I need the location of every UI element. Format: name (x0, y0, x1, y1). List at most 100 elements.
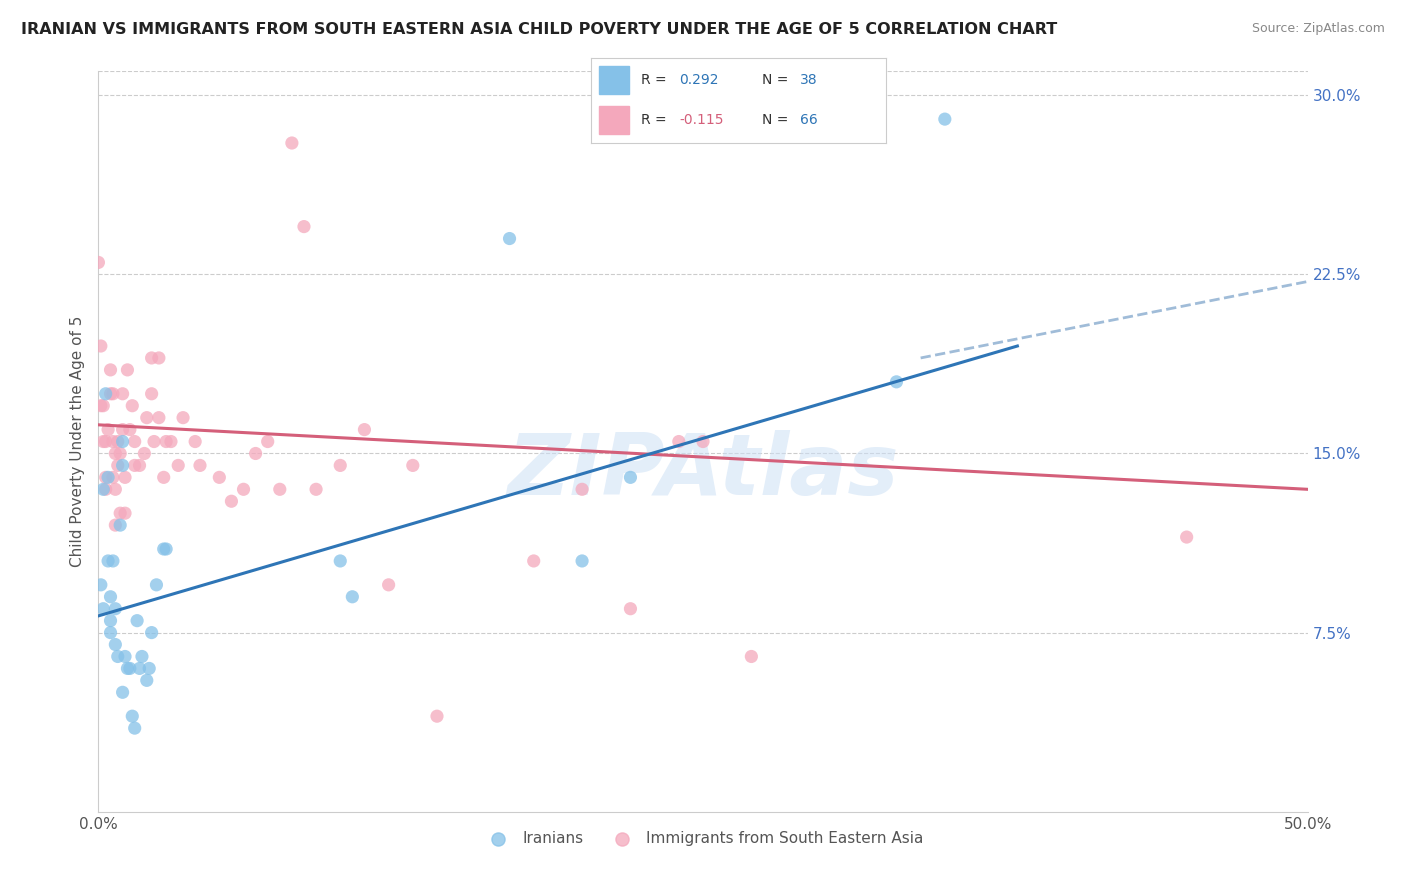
Point (124, 458, 146, 473)
Legend: Iranians, Immigrants from South Eastern Asia: Iranians, Immigrants from South Eastern … (477, 825, 929, 852)
Point (91, 601, 114, 615)
Point (97, 554, 120, 568)
Point (101, 470, 124, 484)
Bar (599, 106, 628, 134)
Text: R =: R = (641, 113, 671, 128)
Text: 66: 66 (800, 113, 818, 128)
Point (188, 458, 211, 473)
Point (100, 363, 122, 377)
Point (124, 434, 146, 449)
Y-axis label: Child Poverty Under the Age of 5: Child Poverty Under the Age of 5 (69, 316, 84, 567)
Point (90, 399, 112, 413)
Text: IRANIAN VS IMMIGRANTS FROM SOUTH EASTERN ASIA CHILD POVERTY UNDER THE AGE OF 5 C: IRANIAN VS IMMIGRANTS FROM SOUTH EASTERN… (21, 22, 1057, 37)
Text: R =: R = (641, 72, 671, 87)
Point (101, 386, 124, 401)
Point (145, 578, 167, 592)
Point (111, 434, 134, 449)
Point (329, 554, 352, 568)
Point (1175, 530, 1198, 544)
Point (101, 554, 124, 568)
Point (167, 458, 190, 473)
Text: N =: N = (762, 72, 793, 87)
Point (91, 434, 114, 449)
Point (668, 434, 690, 449)
Point (305, 483, 328, 497)
Point (100, 386, 122, 401)
Point (94, 483, 117, 497)
Point (94, 434, 117, 449)
Point (131, 649, 153, 664)
Point (571, 483, 593, 497)
Point (184, 434, 207, 449)
Point (281, 136, 304, 150)
Point (155, 541, 177, 556)
Point (111, 685, 134, 699)
Point (128, 661, 150, 675)
Point (292, 219, 315, 234)
Point (135, 410, 157, 425)
Point (141, 386, 163, 401)
Text: ZIPAtlas: ZIPAtlas (508, 430, 898, 513)
Text: N =: N = (762, 113, 793, 128)
Text: Source: ZipAtlas.com: Source: ZipAtlas.com (1251, 22, 1385, 36)
Point (114, 506, 136, 520)
Point (377, 578, 399, 592)
Point (94, 470, 117, 484)
Point (111, 423, 134, 437)
Point (740, 649, 762, 664)
Point (91, 483, 114, 497)
Point (118, 661, 141, 675)
Point (152, 541, 174, 556)
Point (94, 386, 117, 401)
Text: 0.292: 0.292 (679, 72, 718, 87)
Point (104, 601, 127, 615)
Point (232, 483, 254, 497)
Text: -0.115: -0.115 (679, 113, 724, 128)
Point (498, 231, 520, 245)
Point (143, 434, 166, 449)
Point (97, 470, 120, 484)
Point (523, 554, 546, 568)
Point (104, 483, 127, 497)
Point (104, 638, 127, 652)
Point (107, 649, 129, 664)
Point (108, 446, 131, 460)
Point (245, 446, 267, 460)
Point (128, 458, 150, 473)
Point (141, 351, 163, 365)
Point (100, 590, 122, 604)
Point (107, 458, 129, 473)
Text: 38: 38 (800, 72, 818, 87)
Point (134, 446, 156, 460)
Point (97, 423, 120, 437)
Point (148, 410, 170, 425)
Point (114, 470, 136, 484)
Point (101, 434, 124, 449)
Point (269, 483, 291, 497)
Point (221, 494, 243, 508)
Point (90, 339, 112, 353)
Point (100, 614, 122, 628)
Point (114, 649, 136, 664)
Point (342, 590, 364, 604)
Point (148, 351, 170, 365)
Point (121, 399, 143, 413)
Point (426, 709, 449, 723)
Point (208, 470, 231, 484)
Point (87, 255, 110, 269)
Point (111, 458, 134, 473)
Point (91, 399, 114, 413)
Point (104, 518, 127, 533)
Bar (599, 66, 628, 94)
Point (934, 112, 956, 127)
Point (121, 709, 143, 723)
Point (90, 578, 112, 592)
Point (619, 601, 641, 615)
Point (124, 721, 146, 735)
Point (619, 470, 641, 484)
Point (256, 434, 278, 449)
Point (108, 518, 131, 533)
Point (107, 434, 129, 449)
Point (152, 470, 174, 484)
Point (886, 375, 908, 389)
